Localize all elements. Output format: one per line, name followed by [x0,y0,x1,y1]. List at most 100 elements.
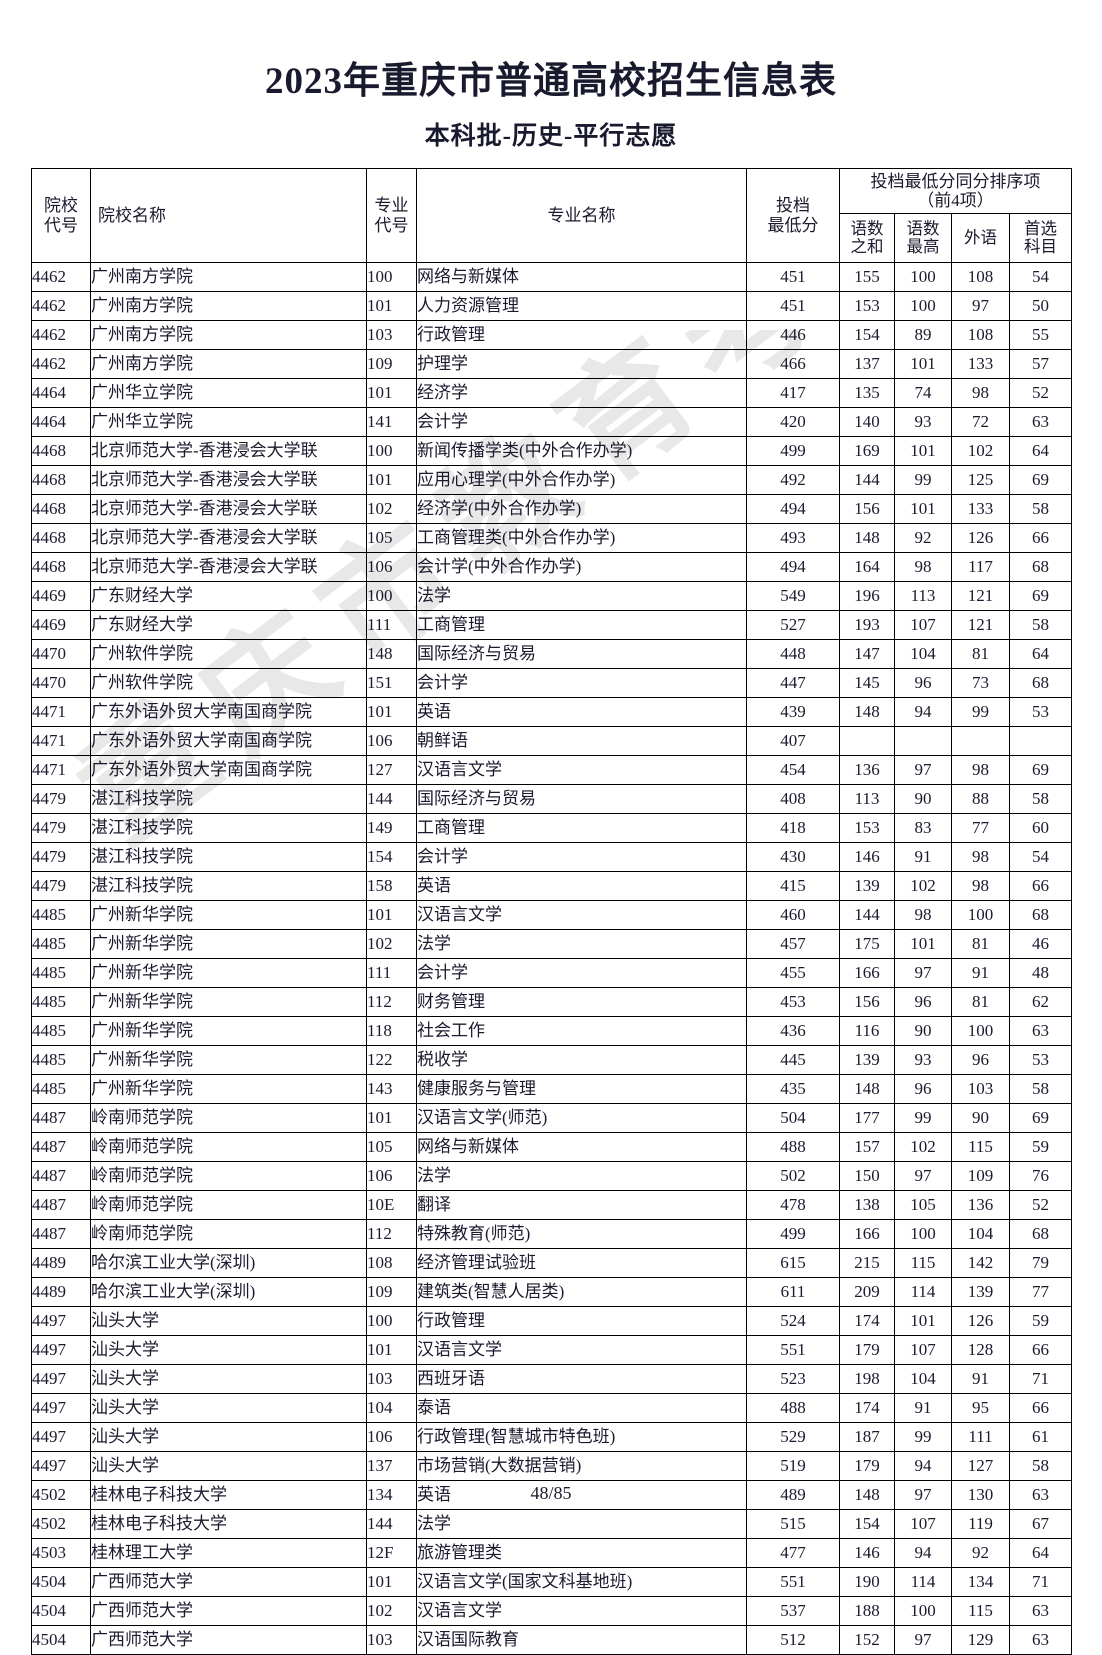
cell-major-name: 护理学 [416,349,747,379]
cell-major-code: 112 [366,987,417,1017]
cell-min-score: 502 [746,1161,840,1191]
table-row: 4502 桂林电子科技大学 144 法学 515 154 107 119 67 [31,1509,1072,1539]
cell-major-name: 汉语言文学 [416,1596,747,1626]
cell-chinese-math-sum: 215 [839,1248,895,1278]
cell-chinese-math-sum: 166 [839,958,895,988]
table-row: 4504 广西师范大学 101 汉语言文学(国家文科基地班) 551 190 114 134 7… [31,1567,1072,1597]
cell-foreign-language: 115 [951,1132,1010,1162]
table-row: 4462 广州南方学院 100 网络与新媒体 451 155 100 108 54 [31,262,1072,292]
cell-foreign-language: 90 [951,1103,1010,1133]
cell-foreign-language: 97 [951,291,1010,321]
cell-min-score: 488 [746,1393,840,1423]
col-header-major-code-line2: 代号 [374,215,409,235]
cell-chinese-math-sum: 156 [839,987,895,1017]
cell-major-name: 旅游管理类 [416,1538,747,1568]
table-row: 4462 广州南方学院 103 行政管理 446 154 89 108 55 [31,320,1072,350]
cell-school-code: 4485 [31,1074,91,1104]
cell-major-name: 会计学 [416,958,747,988]
cell-school-code: 4479 [31,842,91,872]
cell-chinese-math-max: 101 [894,929,952,959]
table-header: 院校 代号 院校名称 专业 代号 专业名称 投档 最低分 投档最低分同分排序项 [31,168,1072,263]
cell-major-name: 市场营销(大数据营销) [416,1451,747,1481]
cell-school-code: 4471 [31,755,91,785]
cell-major-code: 118 [366,1016,417,1046]
cell-school-code: 4485 [31,987,91,1017]
cell-chinese-math-sum: 152 [839,1625,895,1655]
cell-school-code: 4487 [31,1132,91,1162]
cell-min-score: 418 [746,813,840,843]
cell-primary-subject: 58 [1009,1451,1072,1481]
cell-chinese-math-max: 83 [894,813,952,843]
cell-school-code: 4479 [31,871,91,901]
cell-major-name: 汉语言文学 [416,755,747,785]
cell-chinese-math-sum: 137 [839,349,895,379]
col-header-school-name: 院校名称 [90,168,367,263]
cell-foreign-language: 98 [951,378,1010,408]
cell-major-code: 134 [366,1480,417,1510]
cell-foreign-language: 73 [951,668,1010,698]
cell-school-name: 广东外语外贸大学南国商学院 [90,726,367,756]
cell-school-code: 4504 [31,1625,91,1655]
cell-primary-subject: 66 [1009,1393,1072,1423]
table-row: 4487 岭南师范学院 10E 翻译 478 138 105 136 52 [31,1190,1072,1220]
cell-school-name: 岭南师范学院 [90,1103,367,1133]
table-row: 4468 北京师范大学-香港浸会大学联 102 经济学(中外合作办学) 494 156 10… [31,494,1072,524]
cell-major-code: 144 [366,1509,417,1539]
cell-foreign-language: 104 [951,1219,1010,1249]
cell-chinese-math-max: 104 [894,1364,952,1394]
cell-primary-subject: 52 [1009,378,1072,408]
cell-foreign-language: 130 [951,1480,1010,1510]
cell-chinese-math-sum: 139 [839,1045,895,1075]
cell-primary-subject: 61 [1009,1422,1072,1452]
cell-major-name: 建筑类(智慧人居类) [416,1277,747,1307]
cell-primary-subject: 63 [1009,1016,1072,1046]
table-row: 4487 岭南师范学院 112 特殊教育(师范) 499 166 100 104 68 [31,1219,1072,1249]
cell-chinese-math-max: 98 [894,900,952,930]
cell-school-name: 湛江科技学院 [90,871,367,901]
cell-major-name: 人力资源管理 [416,291,747,321]
cell-school-code: 4487 [31,1161,91,1191]
cell-major-name: 健康服务与管理 [416,1074,747,1104]
table-row: 4471 广东外语外贸大学南国商学院 127 汉语言文学 454 136 97 98 69 [31,755,1072,785]
col-header-school-code: 院校 代号 [31,168,91,263]
cell-major-code: 101 [366,900,417,930]
cell-primary-subject: 58 [1009,494,1072,524]
cell-school-name: 广州新华学院 [90,1045,367,1075]
table-row: 4462 广州南方学院 109 护理学 466 137 101 133 57 [31,349,1072,379]
cell-school-name: 岭南师范学院 [90,1161,367,1191]
cell-primary-subject: 76 [1009,1161,1072,1191]
cell-major-name: 法学 [416,929,747,959]
cell-school-name: 哈尔滨工业大学(深圳) [90,1277,367,1307]
cell-min-score: 549 [746,581,840,611]
cell-school-name: 北京师范大学-香港浸会大学联 [90,494,367,524]
cell-major-code: 100 [366,262,417,292]
cell-foreign-language: 111 [951,1422,1010,1452]
cell-foreign-language: 121 [951,610,1010,640]
cell-primary-subject: 69 [1009,1103,1072,1133]
col-header-tiebreak-group-line1: 投档最低分同分排序项 [870,171,1041,191]
cell-major-name: 汉语言文学(师范) [416,1103,747,1133]
cell-chinese-math-sum: 144 [839,465,895,495]
cell-min-score: 457 [746,929,840,959]
cell-school-code: 4485 [31,1045,91,1075]
cell-school-name: 广州新华学院 [90,958,367,988]
col-header-school-code-line2: 代号 [44,215,78,235]
cell-min-score: 551 [746,1567,840,1597]
cell-primary-subject: 63 [1009,1625,1072,1655]
table-row: 4504 广西师范大学 103 汉语国际教育 512 152 97 129 63 [31,1625,1072,1655]
cell-foreign-language: 100 [951,1016,1010,1046]
cell-min-score: 499 [746,1219,840,1249]
cell-chinese-math-sum: 154 [839,1509,895,1539]
col-header-sub4-line2: 科目 [1024,237,1057,256]
cell-major-code: 137 [366,1451,417,1481]
cell-major-code: 103 [366,1364,417,1394]
cell-min-score: 529 [746,1422,840,1452]
cell-major-name: 工商管理 [416,813,747,843]
table-row: 4502 桂林电子科技大学 134 英语 489 148 97 130 63 [31,1480,1072,1510]
cell-foreign-language [951,726,1010,756]
cell-major-code: 106 [366,552,417,582]
table-row: 4470 广州软件学院 148 国际经济与贸易 448 147 104 81 64 [31,639,1072,669]
cell-major-name: 会计学 [416,668,747,698]
cell-chinese-math-max: 89 [894,320,952,350]
col-header-sub4-line1: 首选 [1024,218,1057,238]
